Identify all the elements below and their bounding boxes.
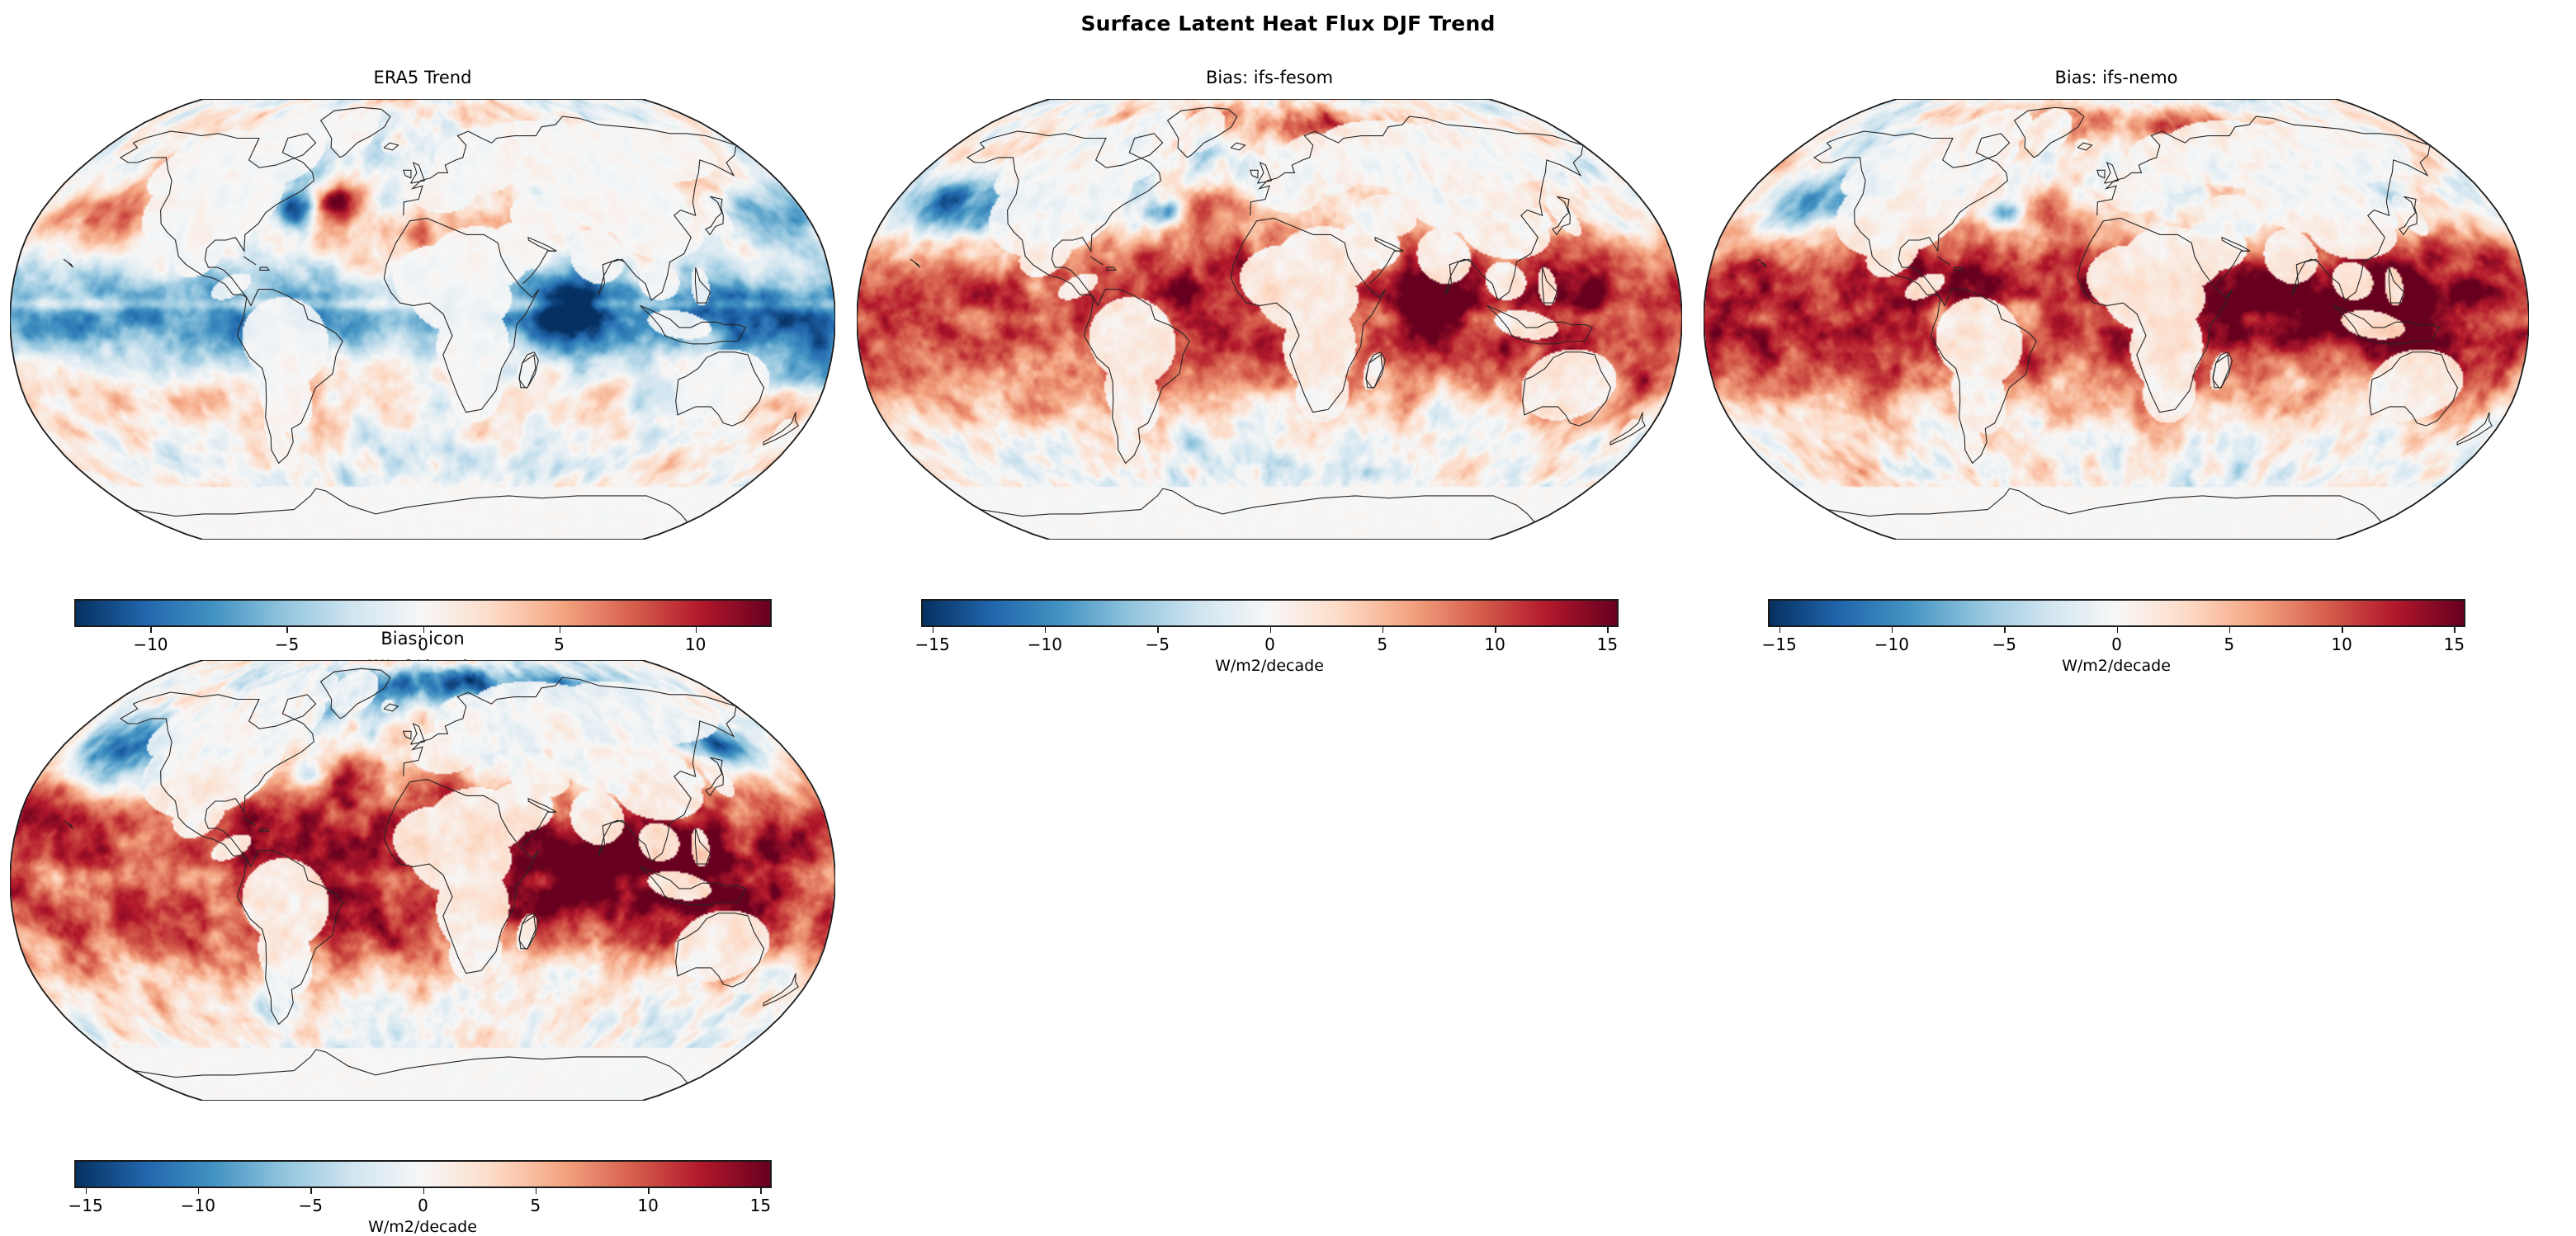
colorbar-tick-label: 5 bbox=[2224, 635, 2235, 654]
map-icon bbox=[10, 660, 835, 1101]
map-ifs-nemo bbox=[1704, 99, 2529, 540]
colorbar-tick bbox=[1891, 627, 1893, 633]
map-boundary bbox=[1704, 99, 2529, 540]
panel-ifs-nemo: Bias: ifs-nemo −15 −10 −5 0 5 10 15 W/m2/decade bbox=[1704, 68, 2529, 675]
colorbar-tick-label: 15 bbox=[2443, 635, 2465, 654]
colorbar-tick-label: −10 bbox=[180, 1196, 216, 1215]
coastlines bbox=[910, 106, 1646, 523]
colorbar-tick-label: −10 bbox=[133, 635, 168, 654]
colorbar-tick bbox=[150, 627, 152, 633]
colorbar-era5: −10 −5 0 5 10 bbox=[74, 599, 772, 654]
colorbar-tick bbox=[535, 1188, 537, 1194]
colorbar-tick-label: −15 bbox=[68, 1196, 103, 1215]
colorbar-tick-label: −5 bbox=[1992, 635, 2016, 654]
map-boundary bbox=[857, 99, 1682, 540]
colorbar-tick bbox=[197, 1188, 200, 1194]
figure-suptitle: Surface Latent Heat Flux DJF Trend bbox=[1080, 12, 1496, 35]
colorbar-tick-label: 10 bbox=[2331, 635, 2352, 654]
colorbar-tick bbox=[760, 1188, 762, 1194]
colorbar-tick-label: −5 bbox=[1145, 635, 1170, 654]
colorbar-tick-label: −10 bbox=[1027, 635, 1063, 654]
map-raster bbox=[1704, 99, 2529, 540]
colorbar-tick-label: −5 bbox=[298, 1196, 323, 1215]
colorbar-tick bbox=[2454, 627, 2455, 633]
colorbar-tick bbox=[1495, 627, 1496, 633]
colorbar-gradient bbox=[74, 1160, 772, 1188]
colorbar-tick bbox=[1269, 627, 1271, 633]
colorbar-tick bbox=[1382, 627, 1384, 633]
map-raster bbox=[10, 99, 835, 540]
colorbar-icon: −15 −10 −5 0 5 10 15 bbox=[69, 1160, 772, 1215]
colorbar-tick-label: −5 bbox=[274, 635, 300, 654]
colorbar-label-ifs-nemo: W/m2/decade bbox=[2062, 657, 2171, 675]
colorbar-ifs-fesom: −15 −10 −5 0 5 10 15 bbox=[915, 599, 1619, 654]
colorbar-tick bbox=[423, 1188, 424, 1194]
colorbar-tick-label: 15 bbox=[749, 1196, 772, 1215]
colorbar-tick bbox=[310, 1188, 312, 1194]
panel-title-ifs-nemo: Bias: ifs-nemo bbox=[2054, 68, 2178, 87]
colorbar-tick bbox=[2116, 627, 2118, 633]
map-boundary bbox=[10, 660, 835, 1101]
map-boundary bbox=[10, 99, 835, 540]
panel-icon: Bias: icon −15 −10 −5 0 5 10 15 W/m2/decade bbox=[10, 629, 835, 1236]
colorbar-tick-label: −15 bbox=[915, 635, 950, 654]
colorbar-tick bbox=[932, 627, 934, 633]
colorbar-label-ifs-fesom: W/m2/decade bbox=[1215, 657, 1324, 675]
colorbar-tick-label: 10 bbox=[684, 635, 707, 654]
panel-ifs-fesom: Bias: ifs-fesom −15 −10 −5 0 5 10 15 W/m2/decade bbox=[857, 68, 1682, 675]
panel-title-era5: ERA5 Trend bbox=[373, 68, 472, 87]
colorbar-tick-label: 10 bbox=[1484, 635, 1505, 654]
colorbar-tick-label: 0 bbox=[1264, 635, 1275, 654]
panel-era5: ERA5 Trend−10−50510W/m2/decade bbox=[10, 68, 835, 675]
colorbar-tick-label: −15 bbox=[1761, 635, 1797, 654]
colorbar-label-icon: W/m2/decade bbox=[368, 1218, 477, 1236]
colorbar-tick bbox=[1044, 627, 1047, 633]
colorbar-tick bbox=[1779, 627, 1781, 633]
map-ifs-fesom bbox=[857, 99, 1682, 540]
colorbar-tick bbox=[648, 1188, 650, 1194]
coastlines bbox=[1756, 106, 2493, 523]
colorbar-tick-label: 5 bbox=[554, 635, 565, 654]
colorbar-tick bbox=[2342, 627, 2343, 633]
colorbar-tick bbox=[286, 627, 288, 633]
colorbar-tick bbox=[2004, 627, 2006, 633]
coastlines bbox=[63, 106, 799, 523]
colorbar-tick bbox=[1607, 627, 1609, 633]
colorbar-gradient bbox=[74, 599, 772, 627]
colorbar-gradient bbox=[1768, 599, 2465, 627]
colorbar-tick-label: 0 bbox=[418, 635, 428, 654]
coastlines bbox=[63, 668, 799, 1084]
colorbar-ifs-nemo: −15 −10 −5 0 5 10 15 bbox=[1762, 599, 2465, 654]
panel-title-icon: Bias: icon bbox=[380, 629, 465, 649]
colorbar-gradient bbox=[921, 599, 1619, 627]
colorbar-tick bbox=[695, 627, 697, 633]
colorbar-tick bbox=[1157, 627, 1159, 633]
map-era5 bbox=[10, 99, 835, 540]
colorbar-tick-label: 5 bbox=[1377, 635, 1388, 654]
colorbar-tick-label: 0 bbox=[418, 1196, 428, 1215]
colorbar-tick bbox=[559, 627, 561, 633]
map-raster bbox=[10, 660, 835, 1101]
colorbar-tick bbox=[423, 627, 424, 633]
colorbar-tick bbox=[2229, 627, 2231, 633]
colorbar-tick-label: 5 bbox=[530, 1196, 541, 1215]
colorbar-tick bbox=[85, 1188, 87, 1194]
panel-title-ifs-fesom: Bias: ifs-fesom bbox=[1205, 68, 1334, 87]
colorbar-tick-label: −10 bbox=[1874, 635, 1910, 654]
colorbar-tick-label: 15 bbox=[1596, 635, 1619, 654]
colorbar-tick-label: 10 bbox=[637, 1196, 659, 1215]
colorbar-tick-label: 0 bbox=[2111, 635, 2122, 654]
map-raster bbox=[857, 99, 1682, 540]
